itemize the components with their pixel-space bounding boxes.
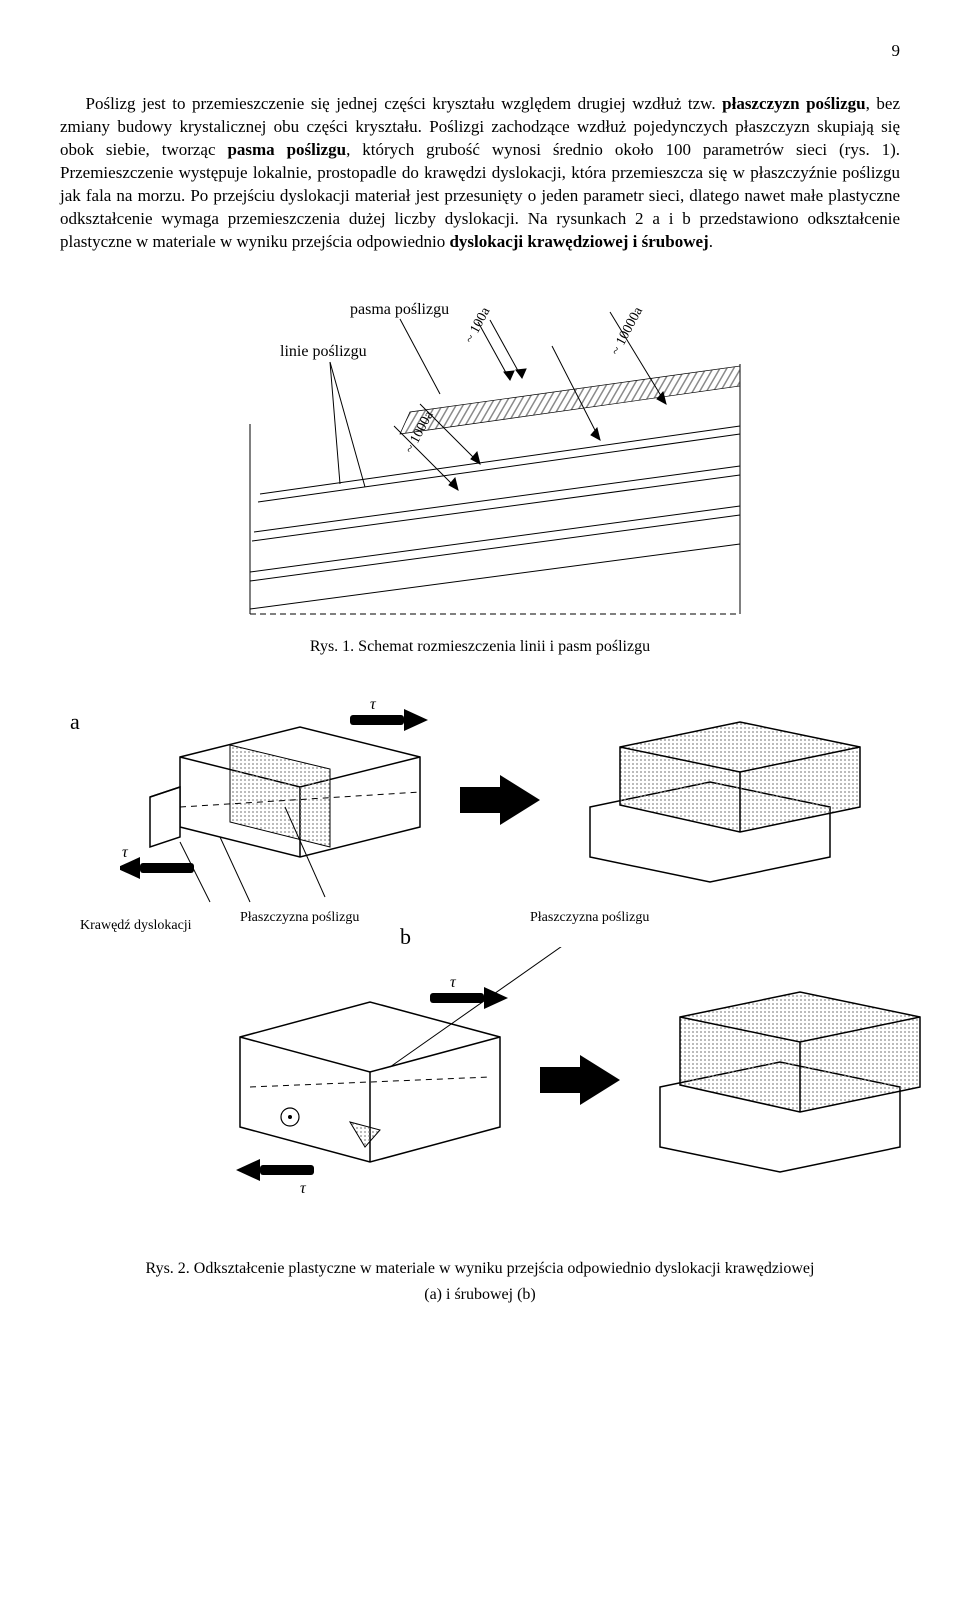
dim-10000a: ~ 10000a [608,303,646,357]
label-plaszczyzna-b: Płaszczyzna poślizgu [530,909,660,928]
label-krawedz: Krawędź dyslokacji [80,917,192,936]
main-paragraph: Poślizg jest to przemieszczenie się jedn… [60,93,900,254]
figure-2: a τ τ [60,687,900,1307]
figure-1: ~ 100a ~ 1000a ~ 10000a pasma poślizgu l… [60,294,900,658]
figure-2a-svg: τ τ [120,687,880,907]
text-run: . [709,232,713,251]
dim-100a: ~ 100a [462,304,494,346]
label-pasma: pasma poślizgu [350,301,449,318]
text-bold: dyslokacji krawędziowej i śrubowej [449,232,708,251]
caption-line: Rys. 2. Odkształcenie plastyczne w mater… [146,1260,815,1277]
figure-1-svg: ~ 100a ~ 1000a ~ 10000a pasma poślizgu l… [180,294,780,624]
text-run: Poślizg jest to przemieszczenie się jedn… [86,94,723,113]
text-bold: płaszczyzn poślizgu [722,94,865,113]
label-linie: linie poślizgu [280,343,367,360]
figure-2-caption: Rys. 2. Odkształcenie plastyczne w mater… [60,1256,900,1307]
tau-symbol: τ [450,974,457,991]
tau-symbol: τ [122,844,129,861]
caption-line: (a) i śrubowej (b) [424,1286,536,1303]
label-a: a [70,707,80,737]
label-plaszczyzna-a: Płaszczyzna poślizgu [240,909,370,928]
tau-symbol: τ [370,696,377,713]
page-number: 9 [60,40,900,63]
figure-1-caption: Rys. 1. Schemat rozmieszczenia linii i p… [60,636,900,658]
figure-2b-svg: τ τ [180,947,940,1207]
tau-symbol: τ [300,1180,307,1197]
text-bold: pasma poślizgu [227,140,346,159]
